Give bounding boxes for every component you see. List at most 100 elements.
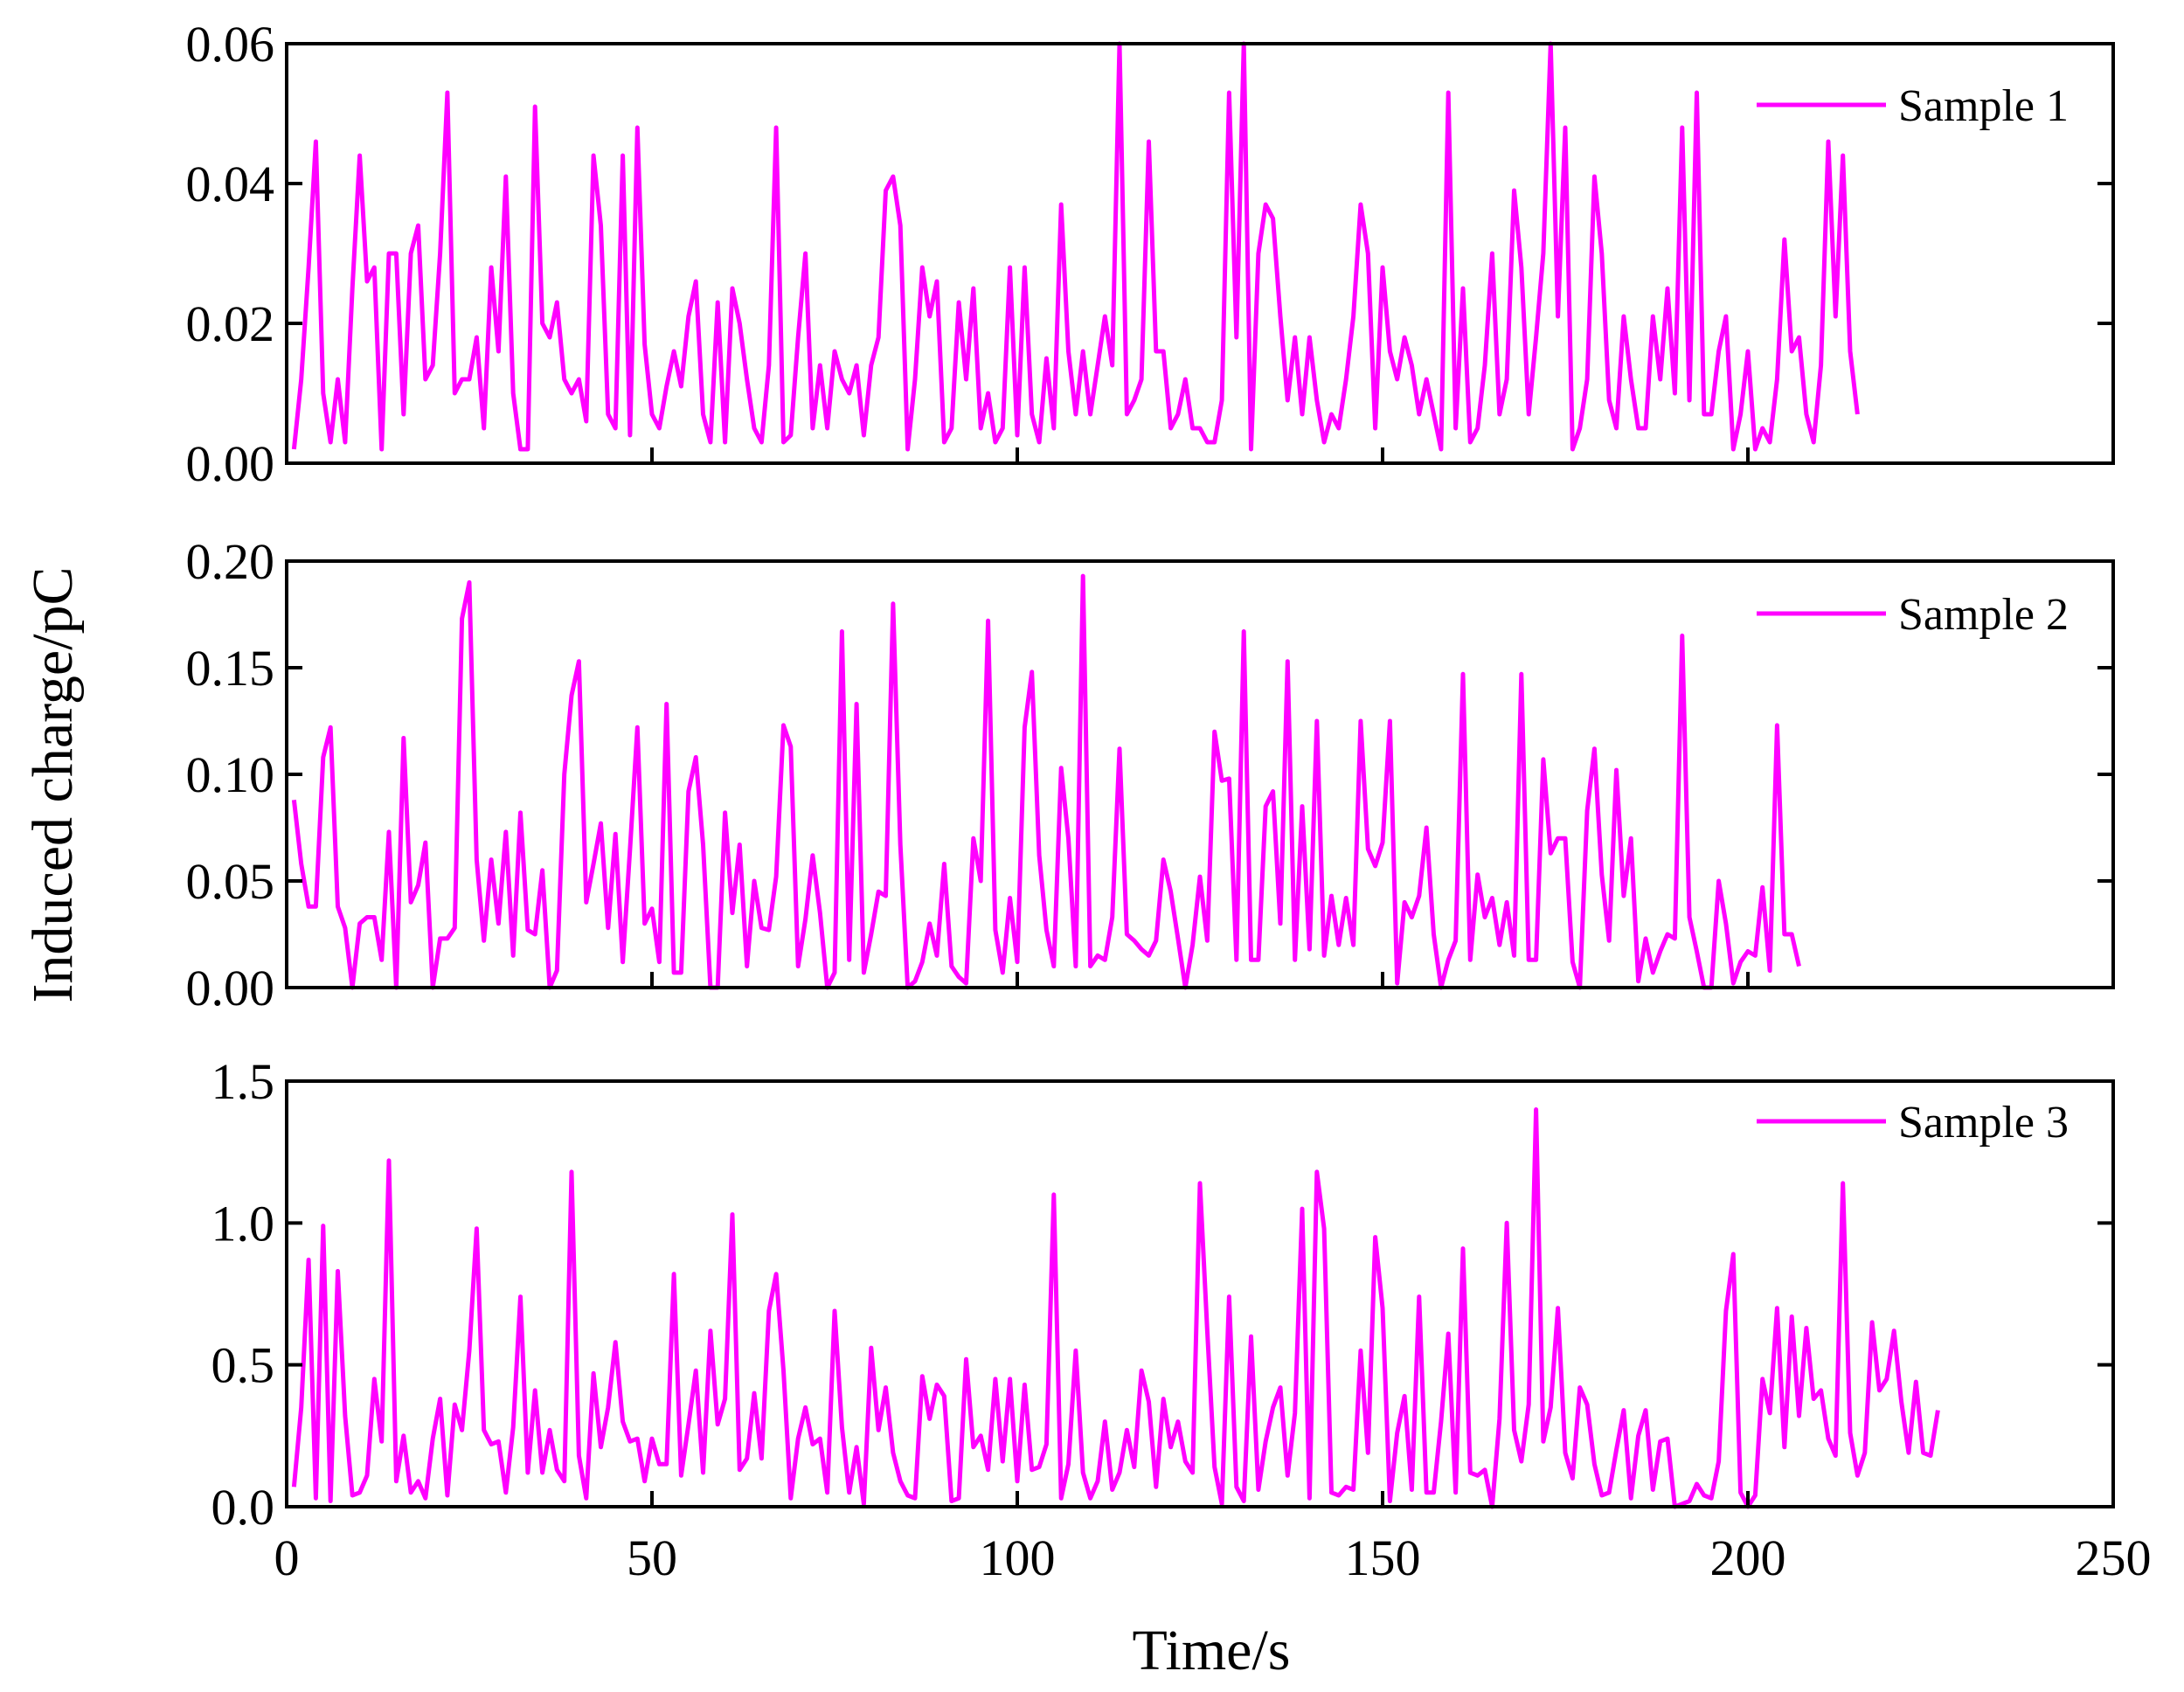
data-point <box>1733 1253 1735 1255</box>
data-point <box>1075 966 1077 967</box>
data-point <box>1265 806 1266 808</box>
data-point <box>374 1378 376 1380</box>
series-line-2 <box>291 573 1801 990</box>
plot-frame <box>285 1079 2115 1508</box>
data-point <box>447 1494 448 1496</box>
data-point <box>870 364 872 366</box>
data-point <box>1316 720 1318 722</box>
data-point <box>1418 1296 1420 1298</box>
data-point <box>980 427 981 429</box>
data-point <box>761 441 763 443</box>
y-tick-label: 0.10 <box>186 746 275 803</box>
data-point <box>1046 1444 1048 1446</box>
data-point <box>1301 806 1303 808</box>
x-tick-label: 0 <box>274 1529 300 1586</box>
x-tick-label: 250 <box>2076 1529 2152 1586</box>
data-point <box>1762 1378 1764 1380</box>
data-point <box>1543 759 1544 760</box>
data-point <box>1492 898 1494 899</box>
data-point <box>1141 948 1142 950</box>
data-point <box>966 1358 967 1360</box>
data-point <box>1127 413 1128 415</box>
data-point <box>1784 1446 1785 1448</box>
data-point <box>820 912 822 914</box>
data-point <box>1199 876 1201 877</box>
data-point <box>294 800 295 801</box>
data-point <box>557 970 558 972</box>
data-point <box>1733 448 1735 450</box>
data-point <box>1835 1455 1837 1457</box>
data-point <box>410 1492 412 1494</box>
data-point <box>337 1271 339 1272</box>
data-point <box>783 1370 785 1371</box>
data-point <box>1294 1412 1296 1414</box>
data-point <box>1528 413 1529 415</box>
data-point <box>637 727 639 729</box>
data-point <box>1243 1501 1245 1502</box>
data-point <box>1294 960 1296 961</box>
data-point <box>1397 378 1398 380</box>
data-point <box>1360 204 1362 205</box>
y-tick-label: 0.0 <box>211 1479 275 1536</box>
data-point <box>1090 966 1092 967</box>
data-point <box>1674 938 1676 940</box>
data-point <box>1688 399 1690 401</box>
legend-label: Sample 1 <box>1898 81 2069 131</box>
data-point <box>1170 427 1172 429</box>
y-tick-label: 0.00 <box>186 435 275 492</box>
data-point <box>1338 427 1340 429</box>
data-point <box>1031 671 1033 673</box>
data-point <box>1506 902 1508 904</box>
data-point <box>922 1376 924 1377</box>
data-point <box>892 1453 894 1454</box>
data-point <box>731 912 733 914</box>
data-point <box>1068 350 1070 352</box>
data-point <box>1097 955 1099 957</box>
data-point <box>1455 427 1457 429</box>
data-point <box>936 1384 938 1386</box>
data-point <box>527 929 529 931</box>
data-point <box>899 844 901 846</box>
y-tick-label: 0.00 <box>186 960 275 1016</box>
data-point <box>1360 1350 1362 1352</box>
data-point <box>1236 1487 1238 1488</box>
data-point <box>1827 1438 1829 1439</box>
data-point <box>1725 316 1727 317</box>
data-point <box>899 1480 901 1482</box>
data-point <box>936 955 938 957</box>
data-point <box>1857 1475 1859 1477</box>
data-point <box>1433 413 1435 415</box>
data-point <box>1192 1472 1194 1474</box>
data-point <box>490 859 492 861</box>
data-point <box>1279 923 1281 925</box>
data-point <box>600 225 602 226</box>
data-point <box>366 917 368 919</box>
data-point <box>454 927 456 929</box>
data-point <box>1521 674 1522 676</box>
data-point <box>1229 1296 1231 1298</box>
data-point <box>1499 944 1501 946</box>
data-point <box>1499 1418 1501 1420</box>
data-point <box>1791 933 1792 935</box>
data-point <box>739 844 741 846</box>
data-point <box>1608 399 1610 401</box>
data-point <box>1177 938 1179 940</box>
y-tick-label: 1.5 <box>211 1053 275 1110</box>
data-point <box>1002 1460 1004 1462</box>
data-point <box>1725 923 1727 925</box>
data-point <box>1053 966 1055 967</box>
data-point <box>1214 731 1216 732</box>
data-point <box>1433 933 1435 935</box>
data-point <box>476 859 478 861</box>
data-point <box>1105 960 1106 961</box>
data-point <box>1638 427 1640 429</box>
data-point <box>600 822 602 824</box>
data-point <box>914 378 916 380</box>
data-point <box>308 906 309 908</box>
data-point <box>1681 127 1683 128</box>
data-point <box>1725 1310 1727 1312</box>
data-point <box>1470 441 1472 443</box>
data-point <box>951 1501 953 1502</box>
data-point <box>1331 895 1333 897</box>
data-point <box>877 891 879 892</box>
